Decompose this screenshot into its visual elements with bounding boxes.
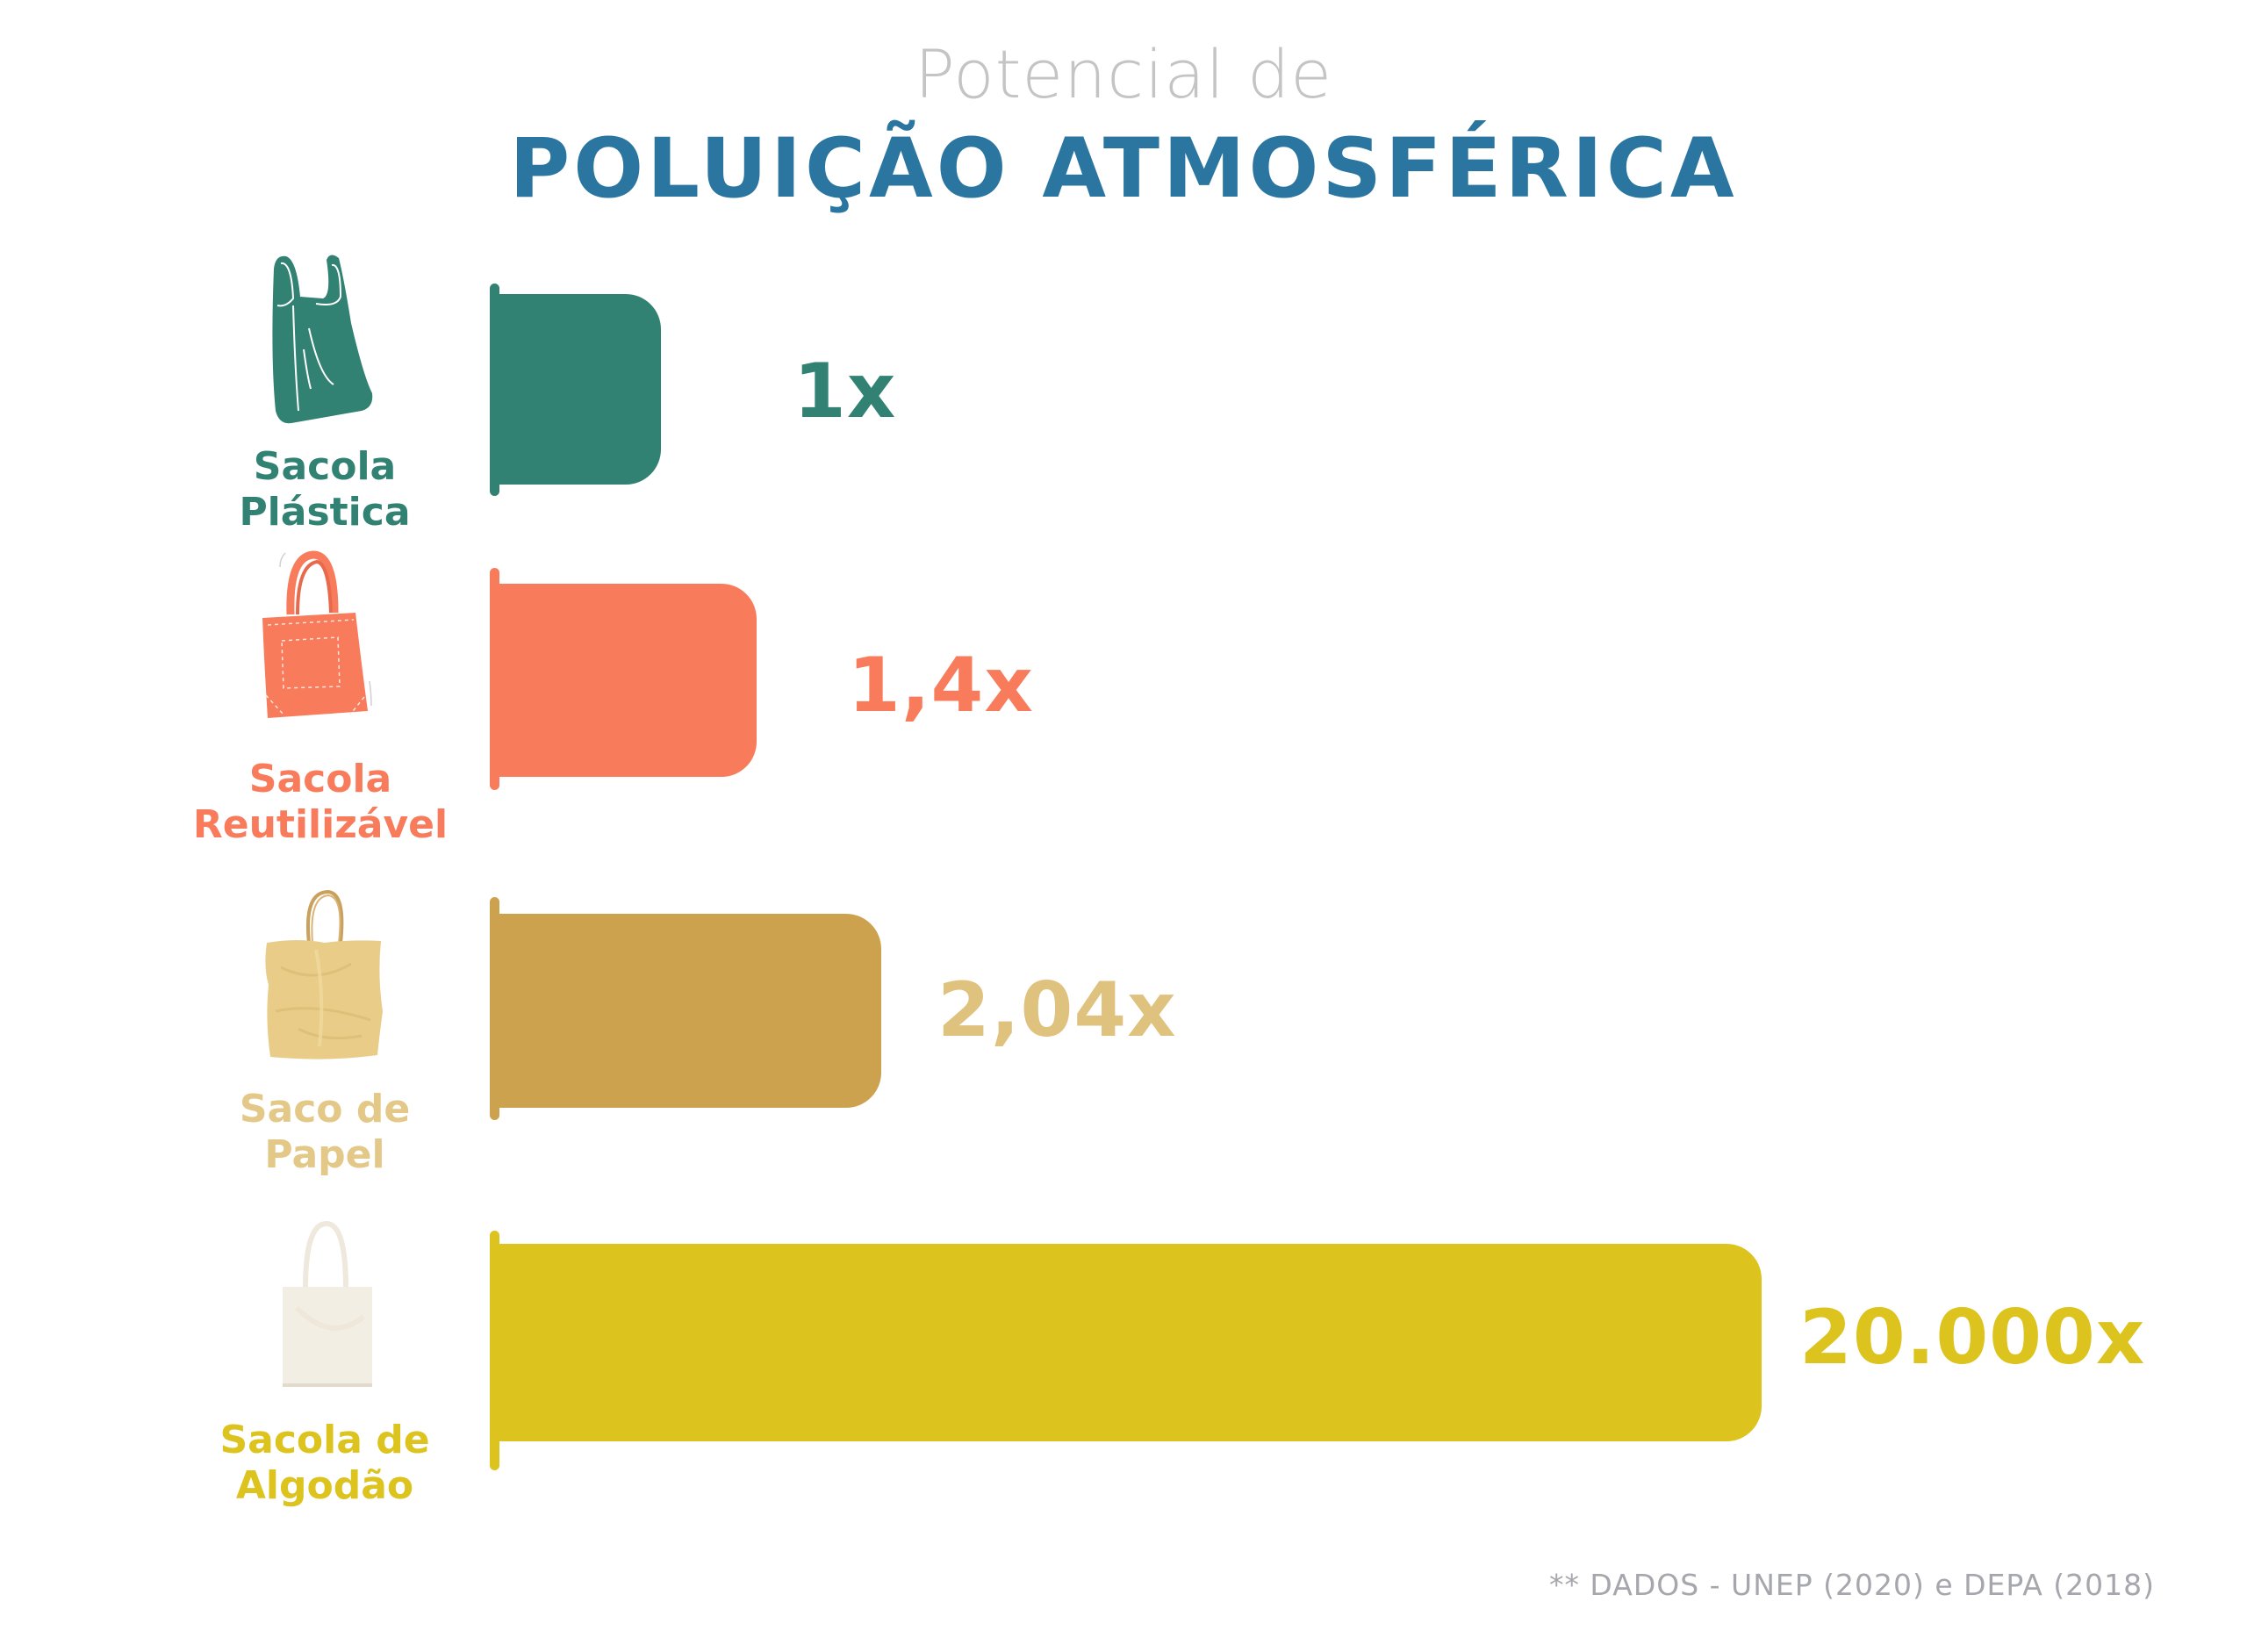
bar-plastic xyxy=(493,294,661,485)
value-plastic: 1x xyxy=(793,348,897,435)
chart-subtitle: Potencial de xyxy=(914,35,1333,113)
label-cotton-line2: Algodão xyxy=(235,1463,414,1508)
value-paper: 2,04x xyxy=(937,966,1177,1054)
label-plastic-line2: Plástica xyxy=(239,490,411,535)
reusable-tote-bag-icon xyxy=(262,550,372,718)
chart-title: POLUIÇÃO ATMOSFÉRICA xyxy=(509,121,1738,217)
cotton-tote-bag-icon xyxy=(283,1220,372,1387)
bar-paper xyxy=(493,914,881,1108)
source-footnote: ** DADOS - UNEP (2020) e DEPA (2018) xyxy=(1548,1568,2155,1602)
label-paper-line1: Saco de xyxy=(239,1087,411,1131)
paper-bag-icon xyxy=(265,889,383,1059)
bar-reusable xyxy=(493,584,757,777)
label-reusable-line1: Sacola xyxy=(248,757,392,801)
value-reusable: 1,4x xyxy=(848,642,1034,729)
label-paper-line2: Papel xyxy=(264,1132,385,1177)
label-reusable-line2: Reutilizável xyxy=(192,802,449,847)
plastic-bag-icon xyxy=(272,255,373,424)
label-plastic-line1: Sacola xyxy=(253,444,397,489)
label-cotton-line1: Sacola de xyxy=(219,1418,430,1462)
value-cotton: 20.000x xyxy=(1799,1294,2146,1382)
bar-cotton xyxy=(493,1244,1762,1441)
